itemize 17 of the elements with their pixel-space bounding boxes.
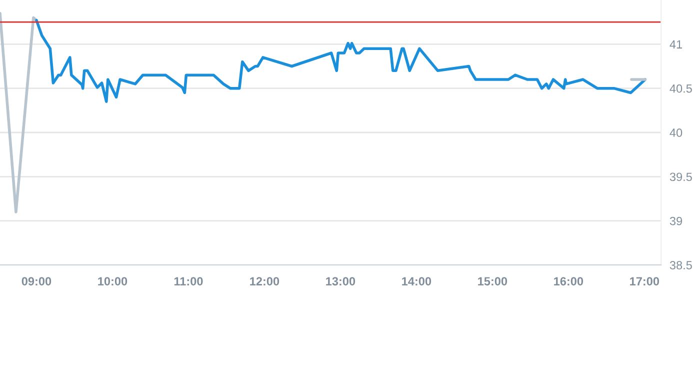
x-tick-label: 12:00 <box>250 277 280 286</box>
x-tick-label: 15:00 <box>478 277 508 286</box>
y-tick-label: 38.5 <box>670 261 692 270</box>
x-tick-label: 09:00 <box>22 277 52 286</box>
x-tick-label: 17:00 <box>630 277 660 286</box>
line-series <box>35 18 647 103</box>
x-tick-label: 13:00 <box>326 277 356 286</box>
y-tick-label: 39 <box>670 216 682 226</box>
x-tick-label: 10:00 <box>98 277 128 286</box>
y-tick-label: 40.5 <box>670 84 692 93</box>
line-series <box>0 12 38 214</box>
y-tick-label: 41 <box>670 40 682 48</box>
x-tick-label: 14:00 <box>402 277 432 286</box>
y-tick-label: 39.5 <box>670 172 692 182</box>
x-tick-label: 11:00 <box>174 277 203 286</box>
x-tick-label: 16:00 <box>554 277 584 286</box>
y-tick-label: 40 <box>670 128 682 137</box>
